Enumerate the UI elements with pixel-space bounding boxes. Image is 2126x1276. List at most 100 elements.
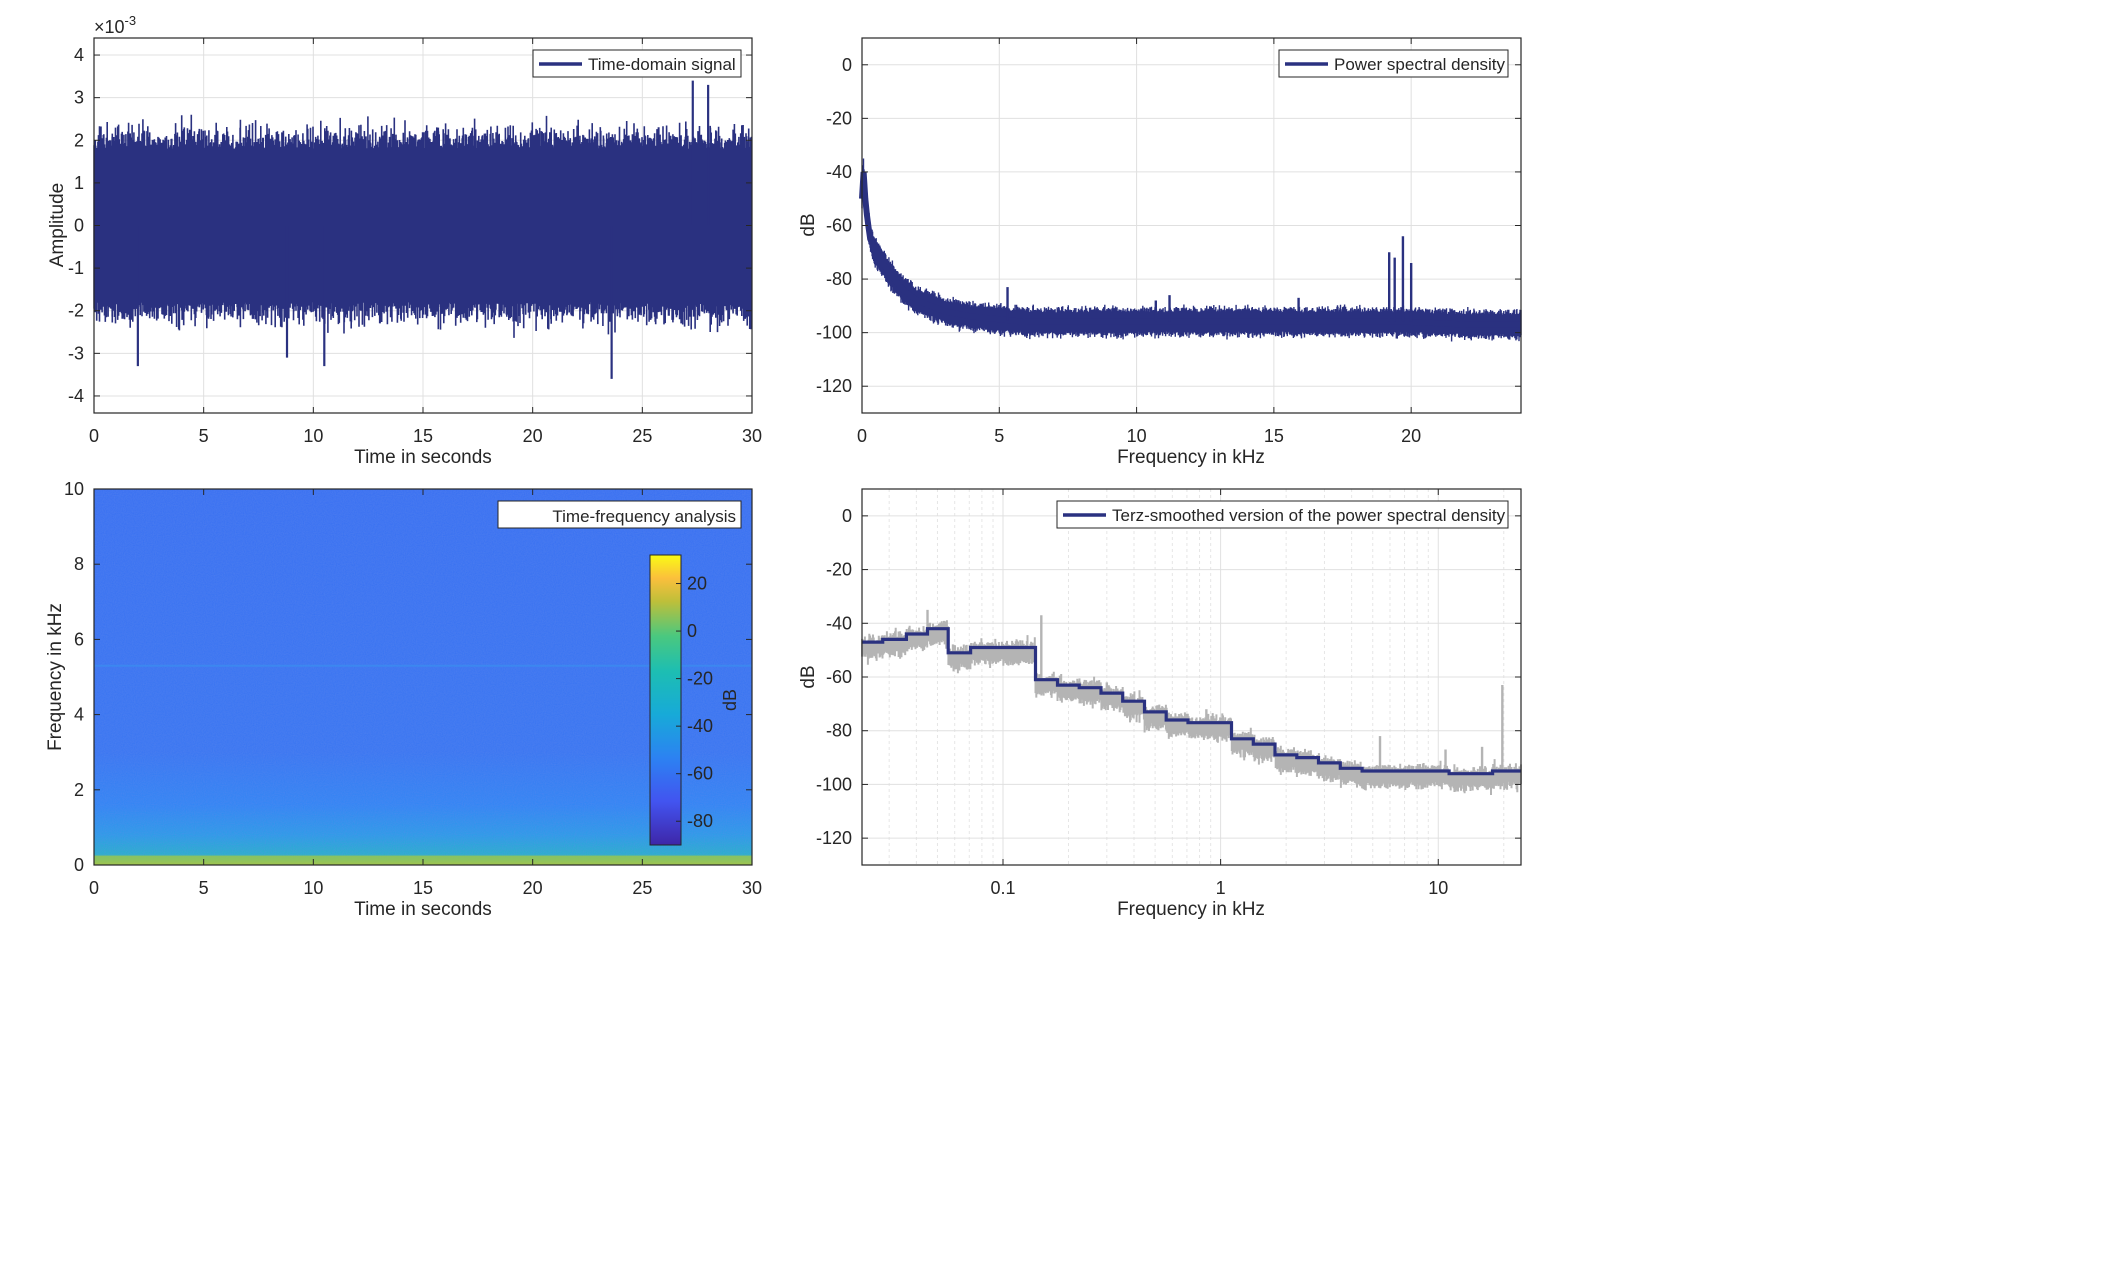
y-tick-label: -100 [816,774,852,794]
y-tick-label: -20 [826,108,852,128]
legend-label-terz: Terz-smoothed version of the power spect… [1112,506,1506,525]
yticks-spec: 0 2 4 6 8 10 [64,479,752,875]
colorbar-tick-label: -20 [687,669,713,689]
x-tick-label: 1 [1216,878,1226,898]
psd-center [859,171,1521,328]
y-tick-label: -20 [826,560,852,580]
x-tick-label: 10 [303,878,323,898]
x-tick-label: 0 [857,426,867,446]
xticks-spec: 0 5 10 15 20 25 30 [89,489,762,898]
y-tick-label: -120 [816,828,852,848]
y-tick-label: 10 [64,479,84,499]
x-tick-label: 5 [994,426,1004,446]
y-tick-label: -60 [826,667,852,687]
legend-psd: Power spectral density [1278,49,1509,78]
x-tick-label: 15 [1264,426,1284,446]
x-tick-label: 30 [742,878,762,898]
series-time-domain [93,114,753,338]
x-tick-label: 5 [199,426,209,446]
legend-spec: Time-frequency analysis [497,500,742,529]
y-tick-label: -3 [68,343,84,363]
colorbar-label: dB [720,689,740,711]
y-tick-label: -80 [826,269,852,289]
ylabel-terz: dB [798,665,819,688]
x-tick-label: 25 [632,426,652,446]
ylabel-spec: Frequency in kHz [45,603,66,751]
colorbar-ticks: 20 0 -20 -40 -60 -80 [676,574,713,831]
y-tick-label: -120 [816,376,852,396]
series-terz-smoothed [862,627,1521,776]
y-tick-label: -1 [68,258,84,278]
yticks-terz: 0 -20 -40 -60 -80 -100 -120 [816,506,1521,848]
y-tick-label: 3 [74,88,84,108]
legend-box-terz [1056,500,1509,529]
y-tick-label: -2 [68,301,84,321]
legend-terz: Terz-smoothed version of the power spect… [1056,500,1509,529]
x-tick-label: 5 [199,878,209,898]
xticks-terz: 0.1 1 10 [990,489,1448,898]
y-tick-label: -4 [68,386,84,406]
y-tick-label: 0 [842,506,852,526]
y-tick-label: -40 [826,162,852,182]
legend-label-psd: Power spectral density [1334,55,1506,74]
y-tick-label: 1 [74,173,84,193]
y-tick-label: -40 [826,613,852,633]
exponent-power: -3 [125,13,137,28]
y-tick-label: 6 [74,629,84,649]
panel-time-domain: 0 5 10 15 20 25 30 -4 -3 -2 -1 0 1 2 3 4 ×10-3 Time in… [47,13,762,468]
y-tick-label: -100 [816,323,852,343]
x-tick-label: 20 [1401,426,1421,446]
grid-terz [862,489,1521,865]
panel-spectrogram: 0 5 10 15 20 25 30 0 2 4 6 8 10 Time in seconds Fre… [45,479,762,920]
ylabel-psd: dB [798,213,819,236]
colorbar-tick-label: 20 [687,574,707,594]
x-tick-label: 25 [632,878,652,898]
y-tick-label: 8 [74,554,84,574]
x-tick-label: 0 [89,426,99,446]
x-tick-label: 0.1 [990,878,1015,898]
legend-box-spec [497,500,742,529]
x-tick-label: 20 [523,878,543,898]
xticks-psd: 0 5 10 15 20 [857,38,1421,446]
y-tick-label: 0 [842,55,852,75]
xlabel-psd: Frequency in kHz [1117,447,1265,468]
colorbar-gradient [649,554,682,846]
terz-smoothed-line [862,627,1521,776]
peaks-time-domain [136,80,710,379]
y-tick-label: 0 [74,216,84,236]
colorbar-tick-label: -40 [687,716,713,736]
xlabel-time: Time in seconds [354,447,492,468]
y-tick-label: 2 [74,780,84,800]
x-tick-label: 0 [89,878,99,898]
y-tick-label: 4 [74,45,84,65]
colorbar-tick-label: -60 [687,764,713,784]
xlabel-terz: Frequency in kHz [1117,899,1265,920]
ylabel-time: Amplitude [47,183,68,268]
y-tick-label: -80 [826,721,852,741]
x-tick-label: 15 [413,426,433,446]
x-tick-label: 10 [1428,878,1448,898]
x-tick-label: 20 [523,426,543,446]
yticks-psd: 0 -20 -40 -60 -80 -100 -120 [816,55,1521,396]
x-tick-label: 30 [742,426,762,446]
legend-time: Time-domain signal [532,49,742,78]
legend-label-spec: Time-frequency analysis [552,507,736,526]
spectrogram-noise [94,489,752,865]
y-tick-label: 2 [74,130,84,150]
y-tick-label: 4 [74,705,84,725]
y-tick-label: -60 [826,216,852,236]
colorbar-tick-label: 0 [687,621,697,641]
x-tick-label: 10 [303,426,323,446]
time-signal-trace [93,114,753,338]
exponent-label: ×10-3 [94,13,136,37]
xlabel-spec: Time in seconds [354,899,492,920]
colorbar-tick-label: -80 [687,811,713,831]
x-tick-label: 10 [1127,426,1147,446]
x-tick-label: 15 [413,878,433,898]
panel-psd: 0 5 10 15 20 0 -20 -40 -60 -80 -100 -120 Frequency… [798,37,1522,468]
yticks-time: -4 -3 -2 -1 0 1 2 3 4 [68,45,752,406]
xticks-time: 0 5 10 15 20 25 30 [89,38,762,446]
y-tick-label: 0 [74,855,84,875]
colorbar: 20 0 -20 -40 -60 -80 dB [649,554,740,846]
